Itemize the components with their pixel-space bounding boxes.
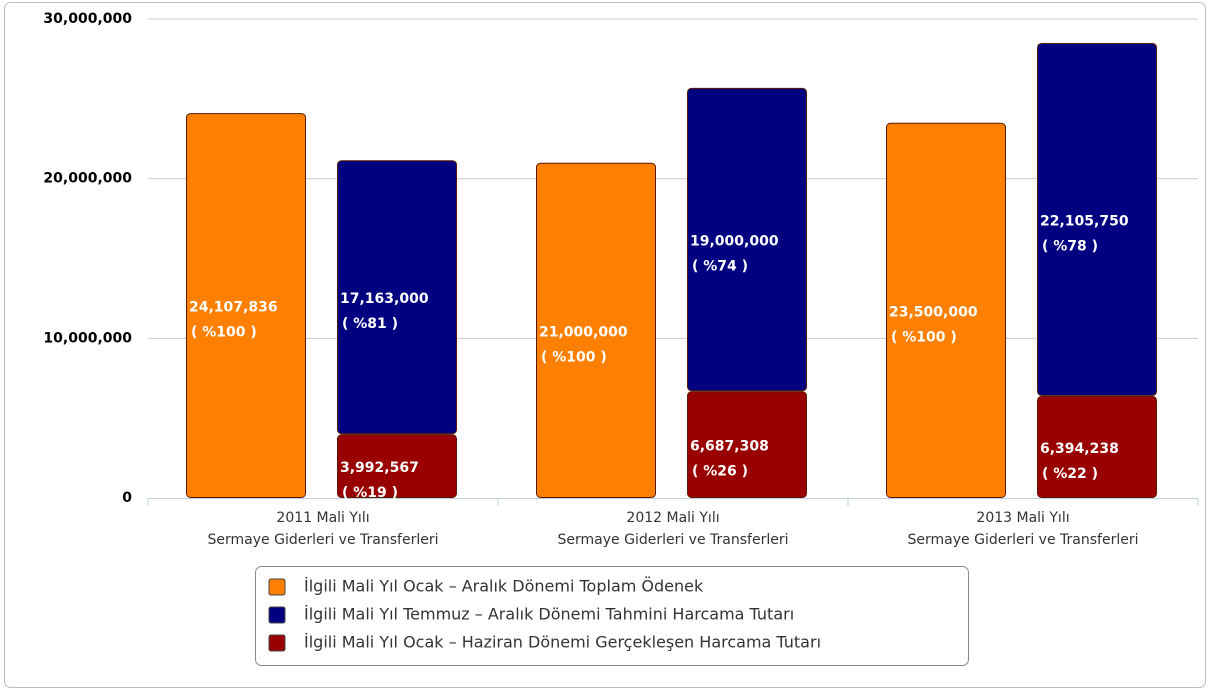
data-label-percent: ( %78 ) (1042, 238, 1098, 254)
bar (687, 391, 807, 498)
x-tick-label: Sermaye Giderleri ve Transferleri (558, 532, 789, 548)
data-label: 6,687,308 (690, 439, 769, 455)
x-tick-label: 2012 Mali Yılı (626, 510, 719, 526)
bar (687, 87, 807, 392)
bar (337, 434, 457, 498)
y-tick-label: 10,000,000 (43, 330, 132, 346)
data-label-percent: ( %81 ) (342, 316, 398, 332)
legend-label: İlgili Mali Yıl Ocak – Haziran Dönemi Ge… (304, 633, 821, 652)
data-label: 24,107,836 (189, 300, 278, 316)
bar (1037, 42, 1157, 396)
data-label-percent: ( %26 ) (692, 464, 748, 480)
legend-label: İlgili Mali Yıl Temmuz – Aralık Dönemi T… (304, 605, 794, 624)
legend-swatch (268, 634, 286, 652)
bar (536, 162, 656, 498)
x-tick-label: Sermaye Giderleri ve Transferleri (908, 532, 1139, 548)
legend-swatch (268, 578, 286, 596)
x-tick-label: Sermaye Giderleri ve Transferleri (208, 532, 439, 548)
bar (186, 113, 306, 498)
data-label-percent: ( %19 ) (342, 485, 398, 501)
legend-box (255, 566, 969, 666)
data-label-percent: ( %100 ) (891, 329, 957, 345)
data-label-percent: ( %100 ) (541, 349, 607, 365)
bar (886, 122, 1006, 499)
y-tick-label: 0 (122, 490, 132, 506)
bar (1037, 395, 1157, 498)
y-tick-label: 30,000,000 (43, 11, 132, 27)
y-tick-label: 20,000,000 (43, 171, 132, 187)
data-label-percent: ( %74 ) (692, 259, 748, 275)
legend-label: İlgili Mali Yıl Ocak – Aralık Dönemi Top… (304, 577, 704, 596)
legend-swatch (268, 606, 286, 624)
data-label: 17,163,000 (340, 291, 429, 307)
x-tick-label: 2013 Mali Yılı (976, 510, 1069, 526)
data-label-percent: ( %100 ) (191, 325, 257, 341)
x-tick-label: 2011 Mali Yılı (276, 510, 369, 526)
data-label-percent: ( %22 ) (1042, 466, 1098, 482)
data-label: 3,992,567 (340, 460, 419, 476)
bar (337, 160, 457, 435)
data-label: 19,000,000 (690, 234, 779, 250)
data-label: 22,105,750 (1040, 213, 1129, 229)
data-label: 6,394,238 (1040, 441, 1119, 457)
data-label: 21,000,000 (539, 324, 628, 340)
data-label: 23,500,000 (889, 304, 978, 320)
